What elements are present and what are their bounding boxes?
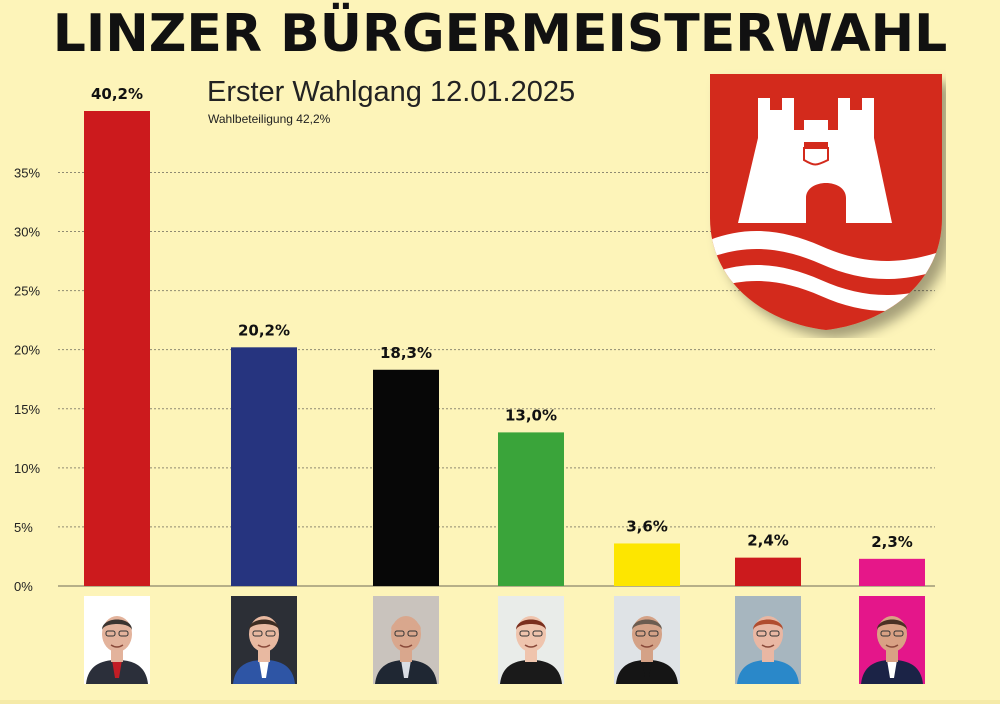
y-tick-label: 35% xyxy=(14,165,40,180)
bar-value-label: 2,3% xyxy=(871,533,913,551)
bottom-strip xyxy=(0,700,1000,704)
y-tick-label: 30% xyxy=(14,225,40,240)
y-tick-label: 0% xyxy=(14,579,33,594)
linz-coat-of-arms-icon xyxy=(710,74,942,330)
bar xyxy=(859,558,925,586)
y-tick-label: 25% xyxy=(14,284,40,299)
bar-value-label: 18,3% xyxy=(380,344,432,362)
candidate-7-photo xyxy=(859,596,925,684)
candidate-2-photo xyxy=(231,596,297,684)
bar-value-label: 40,2% xyxy=(91,85,143,103)
y-tick-label: 5% xyxy=(14,520,33,535)
bar-value-label: 13,0% xyxy=(505,406,557,424)
candidate-3-photo xyxy=(373,596,439,684)
chart-subtitle: Erster Wahlgang 12.01.2025 xyxy=(207,76,576,108)
bar-value-label: 2,4% xyxy=(747,532,789,550)
y-tick-label: 15% xyxy=(14,402,40,417)
candidate-4-photo xyxy=(498,596,564,684)
y-tick-label: 10% xyxy=(14,461,40,476)
bar-value-label: 20,2% xyxy=(238,321,290,339)
chart-title: LINZER BÜRGERMEISTERWAHL xyxy=(52,4,948,64)
turnout-note: Wahlbeteiligung 42,2% xyxy=(208,112,331,126)
bar xyxy=(373,369,439,586)
y-tick-label: 20% xyxy=(14,343,40,358)
candidate-6-photo xyxy=(735,596,801,684)
bar xyxy=(735,557,801,586)
candidate-1-photo xyxy=(84,596,150,684)
bar-value-label: 3,6% xyxy=(626,517,668,535)
bar xyxy=(84,111,150,586)
bar xyxy=(614,543,680,586)
candidate-5-photo xyxy=(614,596,680,684)
bar xyxy=(231,347,297,586)
bar xyxy=(498,432,564,586)
